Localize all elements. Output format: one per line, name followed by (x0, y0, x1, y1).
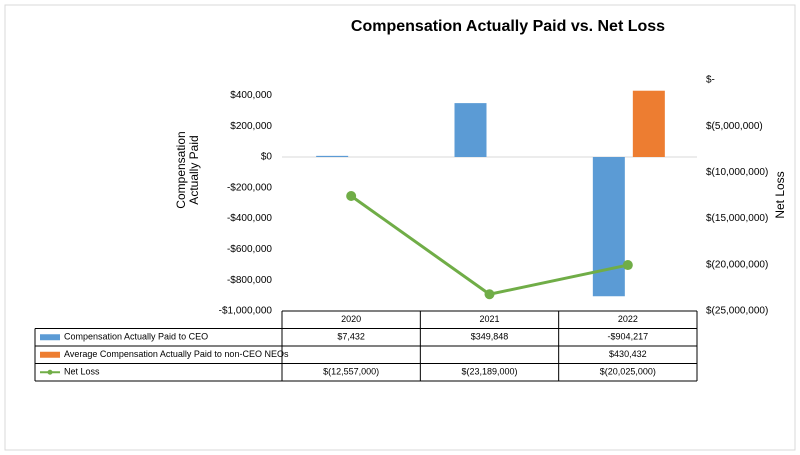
data-label: $(23,189,000) (461, 367, 517, 377)
legend-key (47, 369, 53, 375)
data-label: $430,432 (609, 349, 647, 359)
data-label: -$904,217 (608, 332, 649, 342)
y-tick-label: -$600,000 (227, 244, 272, 255)
data-label: $(20,025,000) (600, 367, 656, 377)
y2-tick-label: $(20,000,000) (706, 259, 768, 270)
bar (632, 90, 665, 157)
y2-tick-label: $(15,000,000) (706, 213, 768, 224)
x-tick-label: 2021 (479, 314, 499, 324)
bar (592, 157, 625, 297)
data-label: $349,848 (471, 332, 509, 342)
line-marker (346, 191, 357, 202)
y-tick-label: -$800,000 (227, 275, 272, 286)
y2-tick-label: $- (706, 75, 715, 86)
legend-key (40, 351, 60, 358)
y2-tick-label: $(25,000,000) (706, 306, 768, 317)
y-tick-label: -$200,000 (227, 182, 272, 193)
y-tick-label: $400,000 (230, 90, 272, 101)
legend-label: Net Loss (64, 367, 100, 377)
line-marker (622, 260, 633, 271)
y-axis-title: CompensationActually Paid (174, 131, 201, 208)
y-tick-label: $0 (261, 152, 273, 163)
y2-tick-label: $(5,000,000) (706, 121, 763, 132)
y-tick-label: -$400,000 (227, 213, 272, 224)
legend-label: Compensation Actually Paid to CEO (64, 332, 208, 342)
y-tick-label: -$1,000,000 (219, 306, 273, 317)
data-label: $7,432 (337, 332, 365, 342)
y2-axis-title: Net Loss (773, 171, 787, 218)
legend-label: Average Compensation Actually Paid to no… (64, 349, 289, 359)
y-tick-label: $200,000 (230, 121, 272, 132)
x-tick-label: 2020 (341, 314, 361, 324)
line-marker (484, 289, 495, 300)
chart-title: Compensation Actually Paid vs. Net Loss (351, 18, 665, 35)
bar (454, 103, 487, 157)
y2-tick-label: $(10,000,000) (706, 167, 768, 178)
frame (4, 4, 796, 451)
bar (316, 155, 349, 157)
data-label: $(12,557,000) (323, 367, 379, 377)
x-tick-label: 2022 (618, 314, 638, 324)
legend-key (40, 334, 60, 341)
